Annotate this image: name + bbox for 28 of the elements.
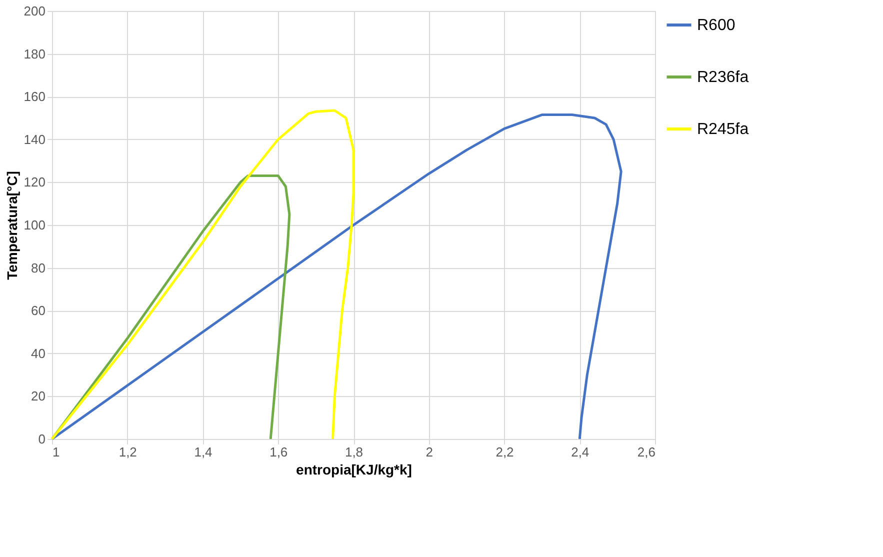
y-tick-label: 100 (24, 218, 46, 232)
y-tick-label: 140 (24, 132, 46, 147)
y-tick-label: 80 (31, 260, 46, 276)
x-tick-label: 2,6 (637, 444, 656, 460)
line-series (50, 174, 291, 440)
legend-label: R236fa (697, 69, 749, 86)
y-tick-label: 180 (24, 46, 46, 62)
x-tick-label: 1,2 (118, 444, 137, 460)
y-tick-label: 160 (24, 89, 46, 104)
x-tick-label: 2,2 (496, 444, 514, 460)
y-tick-label: 0 (38, 432, 46, 446)
x-tick-label: 1,6 (270, 444, 288, 460)
line-series (50, 114, 622, 440)
x-tick-label: 1 (52, 444, 60, 460)
x-axis-title: entropia[KJ/kg*k] (296, 462, 412, 478)
x-tick-label: 1,8 (344, 444, 364, 460)
y-tick-label: 120 (24, 174, 46, 190)
y-tick-label: 40 (31, 346, 46, 361)
line-series (50, 109, 355, 440)
x-tick-label: 2,4 (571, 444, 590, 460)
y-tick-label: 20 (31, 388, 46, 404)
legend-label: R600 (697, 17, 736, 34)
y-tick-label: 200 (24, 4, 46, 18)
legend-label: R245fa (697, 121, 749, 138)
x-tick-label: 1,4 (194, 444, 212, 460)
x-tick-label: 2 (426, 444, 433, 460)
y-tick-label: 60 (31, 303, 46, 318)
y-axis-title: Temperatura[°C] (4, 171, 20, 280)
